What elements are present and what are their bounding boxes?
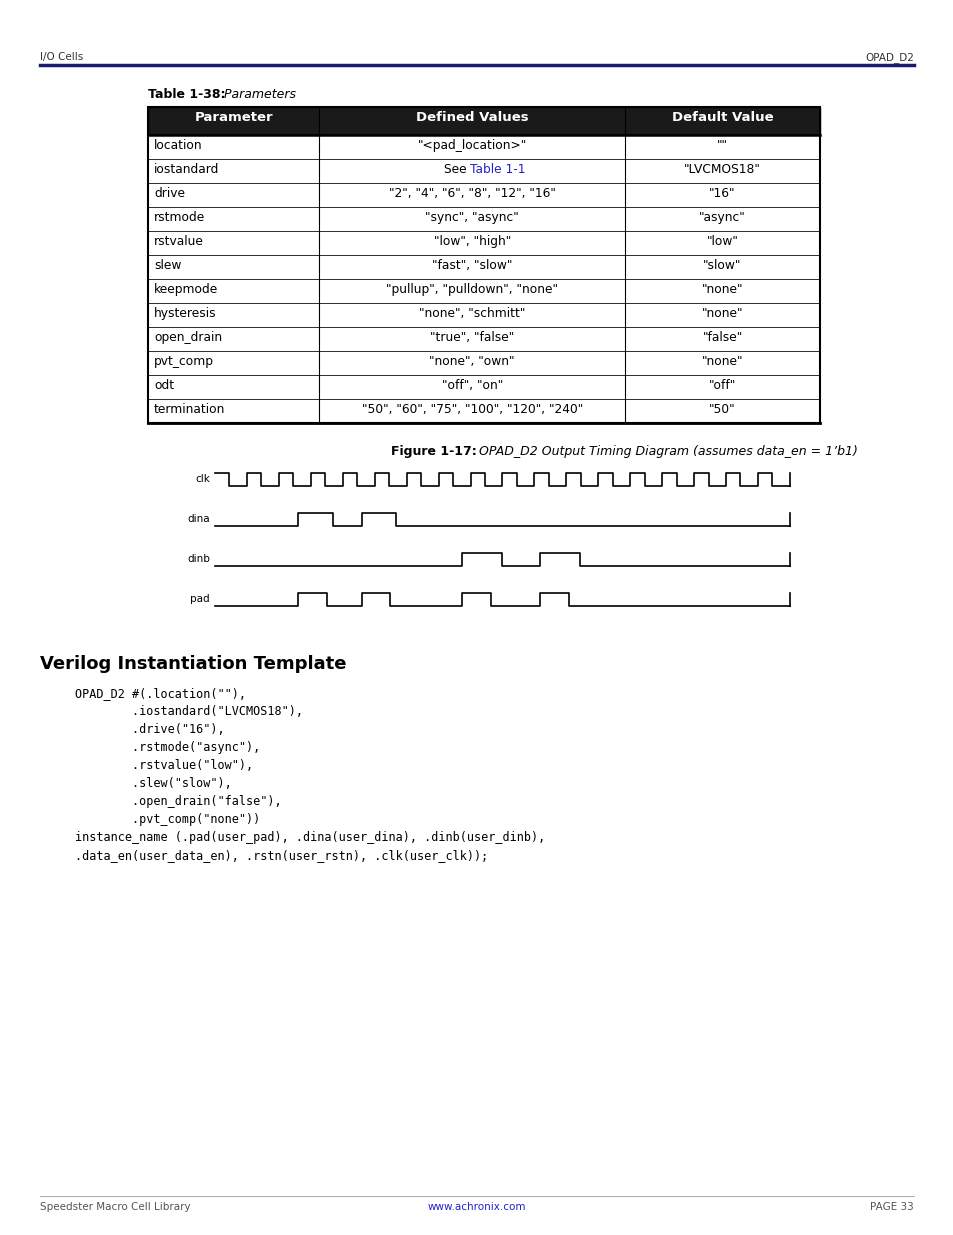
Bar <box>148 207 820 231</box>
Text: OPAD_D2 #(.location(""),: OPAD_D2 #(.location(""), <box>75 687 246 700</box>
Bar <box>148 303 820 327</box>
Text: "16": "16" <box>709 186 735 200</box>
Text: www.achronix.com: www.achronix.com <box>427 1202 526 1212</box>
Text: OPAD_D2 Output Timing Diagram (assumes data_en = 1’b1): OPAD_D2 Output Timing Diagram (assumes d… <box>478 445 857 458</box>
Text: "sync", "async": "sync", "async" <box>425 211 518 224</box>
Text: PAGE 33: PAGE 33 <box>869 1202 913 1212</box>
Text: instance_name (.pad(user_pad), .dina(user_dina), .dinb(user_dinb),: instance_name (.pad(user_pad), .dina(use… <box>75 831 545 844</box>
Text: .drive("16"),: .drive("16"), <box>75 722 224 736</box>
Text: hysteresis: hysteresis <box>153 308 216 320</box>
Text: iostandard: iostandard <box>153 163 219 177</box>
Text: drive: drive <box>153 186 185 200</box>
Text: "low", "high": "low", "high" <box>434 235 510 248</box>
Text: "none": "none" <box>701 308 742 320</box>
Text: Defined Values: Defined Values <box>416 111 528 124</box>
Bar <box>148 254 820 279</box>
Text: rstmode: rstmode <box>153 211 205 224</box>
Text: .rstmode("async"),: .rstmode("async"), <box>75 741 260 755</box>
Text: location: location <box>153 140 202 152</box>
Text: .slew("slow"),: .slew("slow"), <box>75 777 232 790</box>
Text: clk: clk <box>195 474 210 484</box>
Text: .pvt_comp("none")): .pvt_comp("none")) <box>75 813 260 826</box>
Text: Parameters: Parameters <box>215 88 295 101</box>
Text: pad: pad <box>191 594 210 604</box>
Text: OPAD_D2: OPAD_D2 <box>864 52 913 63</box>
Text: "<pad_location>": "<pad_location>" <box>417 140 526 152</box>
Text: "2", "4", "6", "8", "12", "16": "2", "4", "6", "8", "12", "16" <box>389 186 555 200</box>
Bar <box>148 107 820 135</box>
Text: open_drain: open_drain <box>153 331 222 345</box>
Text: keepmode: keepmode <box>153 283 218 296</box>
Text: .rstvalue("low"),: .rstvalue("low"), <box>75 760 253 772</box>
Bar <box>148 351 820 375</box>
Text: termination: termination <box>153 403 225 416</box>
Text: "none": "none" <box>701 354 742 368</box>
Bar <box>148 279 820 303</box>
Bar <box>148 399 820 424</box>
Text: "low": "low" <box>706 235 738 248</box>
Text: "off", "on": "off", "on" <box>441 379 502 391</box>
Text: Default Value: Default Value <box>671 111 773 124</box>
Text: "true", "false": "true", "false" <box>430 331 514 345</box>
Text: rstvalue: rstvalue <box>153 235 204 248</box>
Text: slew: slew <box>153 259 181 272</box>
Text: Parameter: Parameter <box>194 111 273 124</box>
Text: pvt_comp: pvt_comp <box>153 354 213 368</box>
Bar <box>148 159 820 183</box>
Text: "LVCMOS18": "LVCMOS18" <box>683 163 760 177</box>
Text: .iostandard("LVCMOS18"),: .iostandard("LVCMOS18"), <box>75 705 303 718</box>
Text: Speedster Macro Cell Library: Speedster Macro Cell Library <box>40 1202 191 1212</box>
Text: "none", "schmitt": "none", "schmitt" <box>418 308 525 320</box>
Bar <box>148 183 820 207</box>
Text: dina: dina <box>187 515 210 525</box>
Text: "slow": "slow" <box>702 259 741 272</box>
Text: "fast", "slow": "fast", "slow" <box>432 259 512 272</box>
Bar <box>148 375 820 399</box>
Text: Figure 1-17:: Figure 1-17: <box>391 445 476 458</box>
Text: I/O Cells: I/O Cells <box>40 52 83 62</box>
Text: See: See <box>443 163 470 177</box>
Text: .open_drain("false"),: .open_drain("false"), <box>75 795 281 808</box>
Bar <box>148 231 820 254</box>
Text: "50", "60", "75", "100", "120", "240": "50", "60", "75", "100", "120", "240" <box>361 403 582 416</box>
Text: "async": "async" <box>699 211 745 224</box>
Text: .data_en(user_data_en), .rstn(user_rstn), .clk(user_clk));: .data_en(user_data_en), .rstn(user_rstn)… <box>75 848 488 862</box>
Text: "50": "50" <box>708 403 735 416</box>
Text: Table 1-1: Table 1-1 <box>470 163 525 177</box>
Text: Table 1-38:: Table 1-38: <box>148 88 225 101</box>
Text: dinb: dinb <box>187 555 210 564</box>
Text: odt: odt <box>153 379 174 391</box>
Text: "off": "off" <box>708 379 736 391</box>
Bar <box>148 107 820 424</box>
Text: "none": "none" <box>701 283 742 296</box>
Text: "none", "own": "none", "own" <box>429 354 515 368</box>
Bar <box>148 135 820 159</box>
Bar <box>148 327 820 351</box>
Text: "": "" <box>717 140 727 152</box>
Text: "pullup", "pulldown", "none": "pullup", "pulldown", "none" <box>386 283 558 296</box>
Text: Verilog Instantiation Template: Verilog Instantiation Template <box>40 655 346 673</box>
Text: "false": "false" <box>701 331 741 345</box>
